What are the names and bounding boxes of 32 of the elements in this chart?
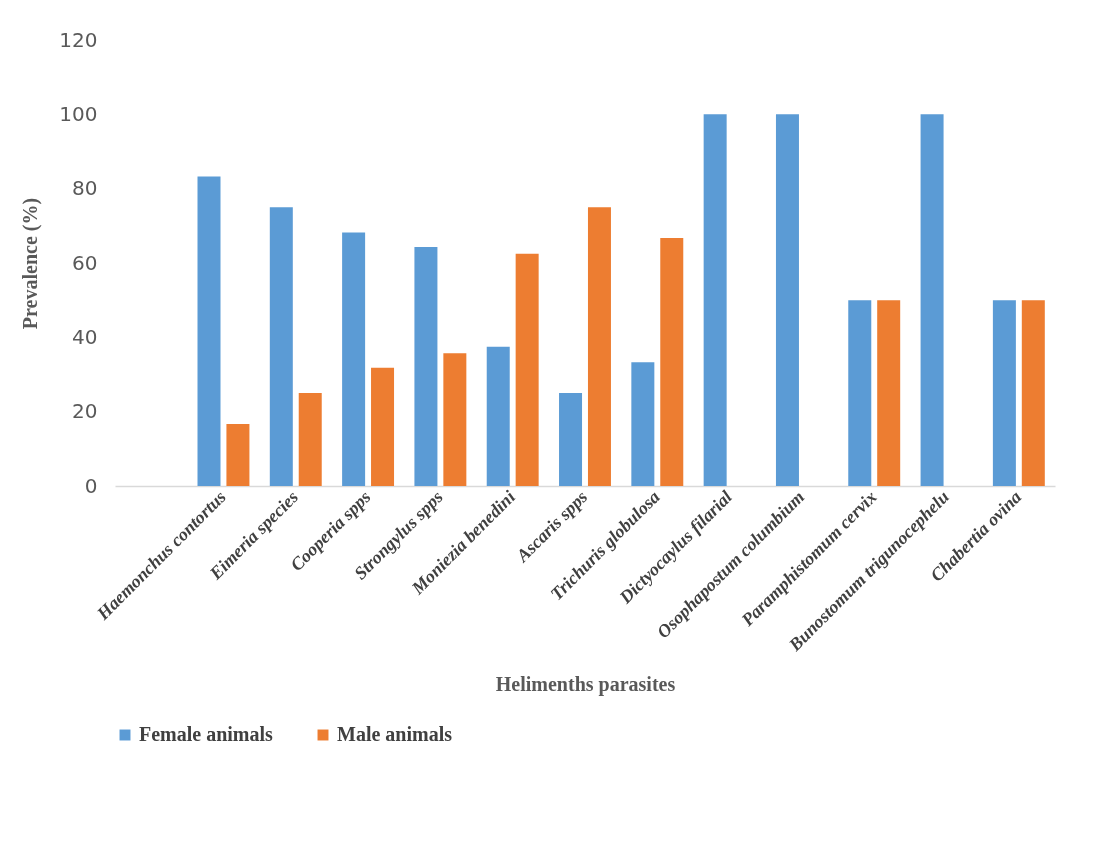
legend-label: Male animals xyxy=(337,723,453,745)
y-tick-label: 120 xyxy=(59,27,98,52)
y-tick-label: 100 xyxy=(59,101,98,126)
bar xyxy=(486,346,510,486)
bar xyxy=(371,367,395,486)
bar xyxy=(631,362,655,486)
legend-label: Female animals xyxy=(139,723,274,745)
y-tick-label: 20 xyxy=(72,399,98,424)
bar xyxy=(269,207,293,486)
bar xyxy=(515,253,539,486)
y-axis-title: Prevalence (%) xyxy=(19,197,43,330)
bar xyxy=(587,207,611,486)
bar xyxy=(414,247,438,486)
bar xyxy=(775,114,799,486)
bar xyxy=(197,176,221,486)
y-tick-label: 0 xyxy=(84,473,98,498)
bar xyxy=(920,114,944,486)
bar xyxy=(877,300,901,486)
x-axis-title: Helimenths parasites xyxy=(495,672,676,696)
y-tick-label: 40 xyxy=(72,324,98,349)
bar xyxy=(342,232,366,486)
bar xyxy=(703,114,727,486)
bar xyxy=(559,393,583,486)
y-tick-label: 80 xyxy=(72,176,98,201)
bar xyxy=(443,353,467,486)
y-tick-label: 60 xyxy=(72,250,98,275)
bar xyxy=(226,423,250,486)
bar xyxy=(1021,300,1045,486)
bar xyxy=(992,300,1016,486)
bar xyxy=(298,393,322,486)
bar xyxy=(848,300,872,486)
bar xyxy=(660,238,684,486)
